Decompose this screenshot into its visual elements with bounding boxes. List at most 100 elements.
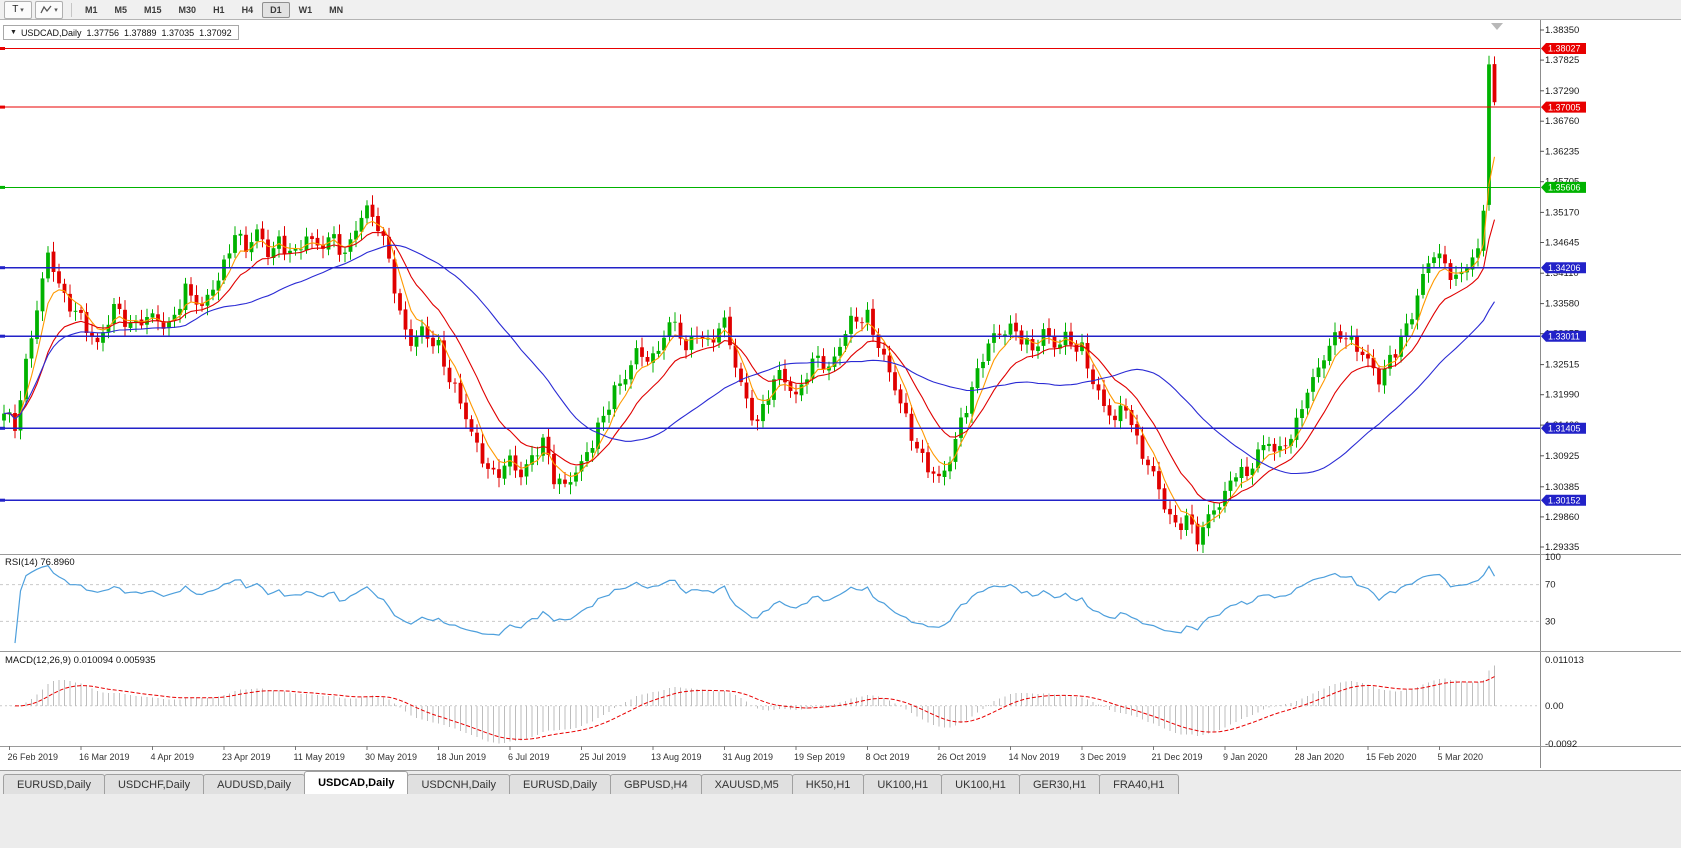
date-label: 23 Apr 2019 <box>222 752 271 762</box>
timeframe-h4[interactable]: H4 <box>241 4 254 15</box>
chart-tab-bar: EURUSD,Daily USDCHF,Daily AUDUSD,Daily USDC… <box>0 770 1681 794</box>
price-tick-label: 1.37290 <box>1545 86 1579 97</box>
date-label: 19 Sep 2019 <box>794 752 845 762</box>
chart-menu-icon[interactable]: ▼ <box>10 29 17 36</box>
rsi-title: RSI(14) 76.8960 <box>5 557 75 568</box>
price-tag <box>1541 494 1586 506</box>
price-tag-label: 1.38027 <box>1548 44 1581 54</box>
price-tick-label: 1.32515 <box>1545 360 1579 371</box>
price-tick-label: 1.36760 <box>1545 116 1579 127</box>
macd-signal-line <box>15 676 1495 740</box>
ohlc-close: 1.37092 <box>199 27 232 38</box>
date-label: 5 Mar 2020 <box>1438 752 1484 762</box>
date-label: 4 Apr 2019 <box>151 752 195 762</box>
date-label: 8 Oct 2019 <box>866 752 910 762</box>
tab-fra40-h1[interactable]: FRA40,H1 <box>1099 774 1179 794</box>
hline-left-marker <box>0 426 5 430</box>
timeframe-mn[interactable]: MN <box>329 4 344 15</box>
price-tag <box>1541 101 1586 113</box>
price-tick-label: 1.34110 <box>1545 268 1579 279</box>
macd-axis-label: 0.00 <box>1545 701 1564 712</box>
date-label: 30 May 2019 <box>365 752 417 762</box>
candlesticks[interactable] <box>2 55 1497 553</box>
date-label: 26 Oct 2019 <box>937 752 986 762</box>
price-tag-label: 1.35606 <box>1548 183 1581 193</box>
hline-left-marker <box>0 334 5 338</box>
price-tick-label: 1.35170 <box>1545 207 1579 218</box>
text-tool-button[interactable]: T ▾ <box>4 0 32 19</box>
polyline-tool-icon <box>40 5 52 13</box>
hline-left-marker <box>0 185 5 189</box>
rsi-line <box>14 565 1496 644</box>
price-tag-label: 1.34206 <box>1548 263 1581 273</box>
price-tag-label: 1.33011 <box>1548 331 1580 341</box>
macd-axis-label: 0.011013 <box>1545 655 1584 666</box>
price-tick-label: 1.30925 <box>1545 451 1579 462</box>
rsi-axis-label: 70 <box>1545 580 1556 591</box>
hline-left-marker <box>0 498 5 502</box>
price-tick-label: 1.29860 <box>1545 512 1579 523</box>
tab-eurusd-daily[interactable]: EURUSD,Daily <box>509 774 611 794</box>
timeframe-m1[interactable]: M1 <box>85 4 98 15</box>
price-tick-label: 1.31990 <box>1545 390 1579 401</box>
main-toolbar: T ▾ ▾ M1 M5 M15 M30 H1 H4 D1 W1 MN <box>0 0 1681 20</box>
chart-panel[interactable]: 1.383501.378251.372901.367601.362351.357… <box>0 20 1681 770</box>
chart-canvas[interactable]: 1.383501.378251.372901.367601.362351.357… <box>0 20 1681 770</box>
ohlc-high: 1.37889 <box>124 27 157 38</box>
tab-hk50-h1[interactable]: HK50,H1 <box>791 774 865 794</box>
timeframe-m5[interactable]: M5 <box>114 4 128 15</box>
tab-audusd-daily[interactable]: AUDUSD,Daily <box>203 774 306 794</box>
drawing-tools-dropdown[interactable]: ▾ <box>35 0 63 19</box>
date-label: 18 Jun 2019 <box>437 752 487 762</box>
date-label: 28 Jan 2020 <box>1295 752 1345 762</box>
ohlc-open: 1.37756 <box>86 27 119 38</box>
macd-title: MACD(12,26,9) 0.010094 0.005935 <box>5 655 156 666</box>
date-label: 16 Mar 2019 <box>79 752 130 762</box>
tab-ger30-h1[interactable]: GER30,H1 <box>1018 774 1101 794</box>
tab-uk100-h1[interactable]: UK100,H1 <box>941 774 1020 794</box>
timeframe-w1[interactable]: W1 <box>298 4 313 15</box>
price-tag-label: 1.30152 <box>1548 495 1581 505</box>
tab-uk100-h1[interactable]: UK100,H1 <box>863 774 943 794</box>
price-tag-label: 1.37005 <box>1548 102 1581 112</box>
date-label: 13 Aug 2019 <box>651 752 702 762</box>
price-tag <box>1541 181 1586 193</box>
rsi-axis-label: 100 <box>1545 552 1561 563</box>
tab-usdchf-daily[interactable]: USDCHF,Daily <box>103 774 205 794</box>
price-tag <box>1541 43 1586 54</box>
chart-symbol-label: USDCAD,Daily <box>20 27 82 38</box>
text-tool-label: T <box>12 4 19 15</box>
date-label: 11 May 2019 <box>294 752 345 762</box>
price-tick-label: 1.30385 <box>1545 482 1579 493</box>
date-label: 25 Jul 2019 <box>580 752 627 762</box>
date-label: 21 Dec 2019 <box>1152 752 1203 762</box>
price-tag <box>1541 262 1586 274</box>
date-label: 9 Jan 2020 <box>1223 752 1268 762</box>
price-tick-label: 1.33580 <box>1545 299 1579 310</box>
price-axis[interactable]: 1.383501.378251.372901.367601.362351.357… <box>1540 20 1586 768</box>
moving-average-13 <box>3 219 1496 504</box>
price-tag-label: 1.31405 <box>1548 424 1581 434</box>
date-label: 14 Nov 2019 <box>1009 752 1060 762</box>
tab-gbpusd-h4[interactable]: GBPUSD,H4 <box>610 774 702 794</box>
date-label: 15 Feb 2020 <box>1366 752 1417 762</box>
hline-left-marker <box>0 266 5 270</box>
timeframe-m30[interactable]: M30 <box>178 4 197 15</box>
price-tick-label: 1.37825 <box>1545 55 1579 66</box>
timeframe-m15[interactable]: M15 <box>144 4 162 15</box>
shift-marker-icon <box>1491 23 1503 30</box>
macd-histogram <box>9 665 1495 744</box>
tab-xauusd-m5[interactable]: XAUUSD,M5 <box>700 774 793 794</box>
price-tick-label: 1.36235 <box>1545 146 1579 157</box>
rsi-axis-label: 30 <box>1545 616 1556 627</box>
dropdown-caret-icon: ▾ <box>20 6 24 14</box>
date-label: 6 Jul 2019 <box>508 752 550 762</box>
tab-eurusd-daily[interactable]: EURUSD,Daily <box>3 774 105 794</box>
timeframe-h1[interactable]: H1 <box>213 4 225 15</box>
tab-usdcad-daily[interactable]: USDCAD,Daily <box>304 771 409 794</box>
ohlc-low: 1.37035 <box>161 27 195 38</box>
time-axis[interactable]: 26 Feb 2019 16 Mar 2019 4 Apr 2019 23 Apr 2… <box>8 746 1484 762</box>
tab-usdcnh-daily[interactable]: USDCNH,Daily <box>407 774 511 794</box>
timeframe-d1[interactable]: D1 <box>262 1 290 18</box>
